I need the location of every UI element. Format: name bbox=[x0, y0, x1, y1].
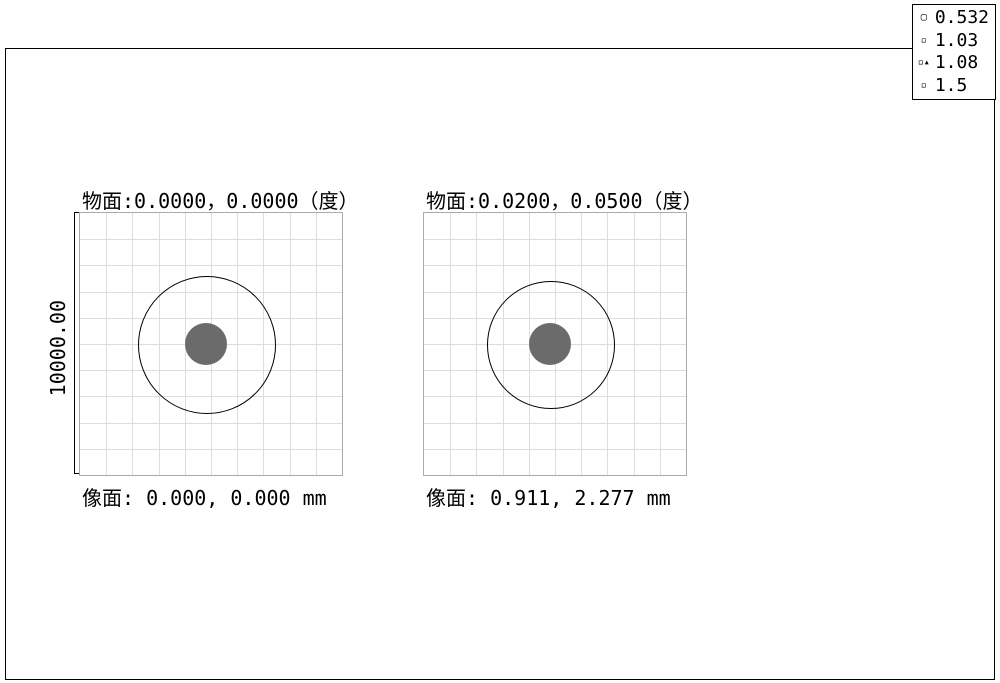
spot-cluster bbox=[529, 323, 571, 365]
legend-label: 1.03 bbox=[935, 30, 978, 53]
grid-area bbox=[80, 213, 342, 475]
right-spot-diagram bbox=[423, 212, 687, 476]
legend-marker-icon: ▫ bbox=[917, 35, 931, 48]
y-axis-bracket bbox=[74, 212, 75, 474]
right-panel-title: 物面:0.0200，0.0500（度） bbox=[426, 185, 703, 214]
y-axis-label: 10000.00 bbox=[46, 300, 70, 396]
left-panel-bottom-label: 像面: 0.000, 0.000 mm bbox=[82, 482, 327, 511]
left-spot-diagram bbox=[79, 212, 343, 476]
legend-label: 0.532 bbox=[935, 7, 989, 30]
spot-cluster bbox=[185, 323, 227, 365]
legend-item: ▫ 1.5 bbox=[917, 75, 989, 98]
grid-area bbox=[424, 213, 686, 475]
right-panel-bottom-label: 像面: 0.911, 2.277 mm bbox=[426, 482, 671, 511]
legend-marker-icon: ▫ bbox=[917, 80, 931, 93]
legend-label: 1.08 bbox=[935, 52, 978, 75]
legend-marker-icon: ▢ bbox=[917, 12, 931, 25]
legend-marker-icon: ▫▴ bbox=[917, 57, 931, 70]
legend-item: ▢ 0.532 bbox=[917, 7, 989, 30]
legend-item: ▫ 1.03 bbox=[917, 30, 989, 53]
left-panel-title: 物面:0.0000，0.0000（度） bbox=[82, 185, 359, 214]
legend-item: ▫▴ 1.08 bbox=[917, 52, 989, 75]
legend-label: 1.5 bbox=[935, 75, 968, 98]
legend: ▢ 0.532 ▫ 1.03 ▫▴ 1.08 ▫ 1.5 bbox=[912, 4, 996, 100]
